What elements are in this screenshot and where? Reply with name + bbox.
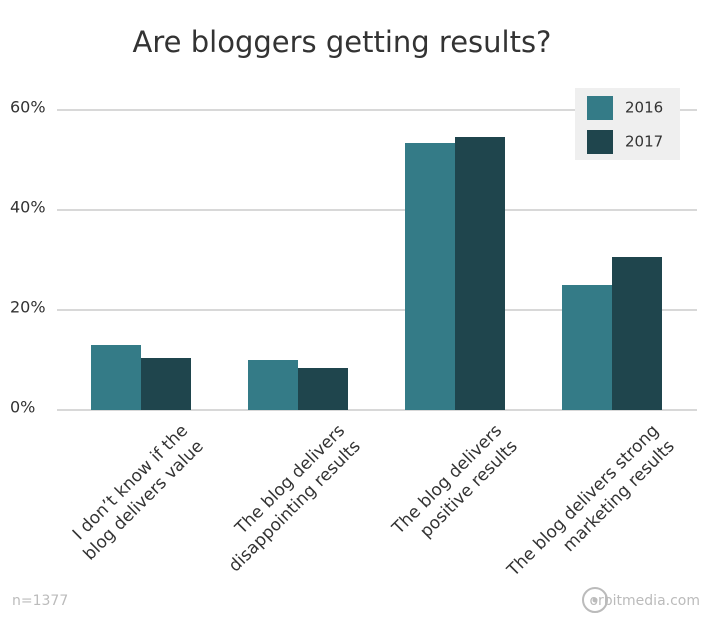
bar — [298, 368, 348, 410]
y-tick-label: 60% — [10, 98, 46, 117]
legend-label: 2017 — [625, 133, 663, 151]
bar — [248, 360, 298, 410]
chart-title: Are bloggers getting results? — [133, 25, 552, 59]
bar — [562, 285, 612, 410]
note: n=1377 — [12, 593, 68, 609]
legend-swatch — [587, 96, 613, 120]
x-tick-label-line: disappointing results — [225, 436, 365, 576]
logo-dot — [592, 597, 598, 603]
legend-swatch — [587, 130, 613, 154]
y-tick-label: 20% — [10, 298, 46, 317]
bar — [91, 345, 141, 410]
bar — [141, 358, 191, 410]
bar — [612, 257, 662, 410]
y-tick-label: 40% — [10, 198, 46, 217]
source: orbitmedia.com — [589, 593, 700, 609]
bar — [405, 143, 455, 410]
legend-label: 2016 — [625, 99, 663, 117]
bar — [455, 137, 505, 410]
x-tick-label-line: The blog delivers strong — [503, 421, 663, 581]
y-tick-label: 0% — [10, 398, 35, 417]
logo-icon — [582, 587, 608, 613]
